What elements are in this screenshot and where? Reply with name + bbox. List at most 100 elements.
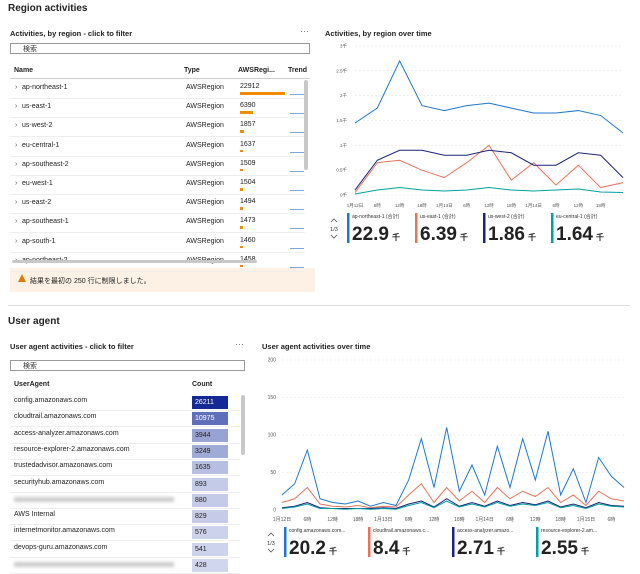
section-title: Region activities [8,3,88,14]
row-name: eu-central-1 [22,141,60,149]
column-header: Count [192,381,213,388]
row-rule [10,458,240,460]
count-cell [192,477,228,491]
count-cell [192,396,228,409]
row-name: eu-west-1 [22,180,53,187]
x-tick-label: 12時 [574,203,584,208]
y-tick-label: 150 [268,395,277,401]
row-name: resource-explorer-2.amazonaws.com [14,445,130,453]
row-value: 26211 [195,399,214,406]
legend-total: 1.86 千 [488,224,536,245]
row-type: AWSRegion [186,84,224,91]
legend-swatch [536,527,539,557]
value-bar [240,130,244,133]
column-header: UserAgent [14,381,50,388]
row-rule [10,491,240,493]
legend-swatch [452,527,455,557]
row-name: AWS Internal [14,511,55,519]
row-name: internetmonitor.amazonaws.com [14,527,115,535]
row-value: 1635 [195,464,211,472]
row-rule [10,213,305,215]
y-tick-label: 50 [270,470,276,476]
x-tick-label: 12時 [484,203,494,208]
y-tick-label: 1千 [340,142,348,149]
row-rule [10,442,240,444]
pager-down [267,548,275,553]
pager-indicator: 1/3 [330,227,338,233]
x-tick-label: 12時 [429,517,440,523]
row-rule [10,251,305,253]
chevron: › [15,84,18,91]
row-type: AWSRegion [186,199,224,207]
row-value: 880 [195,496,207,504]
chevron: › [15,141,18,149]
legend-swatch [483,213,486,243]
row-name: ap-southeast-2 [22,160,69,168]
legend-name: us-east-1 (合計) [420,213,456,220]
search-box[interactable]: 検索 [10,360,245,371]
legend-name: eu-central-1 (合計) [556,213,598,220]
trend-line [290,94,304,95]
value-bar [240,92,285,95]
search-box[interactable]: 検索 [10,43,310,54]
divider [8,305,630,306]
row-value: 428 [195,562,207,569]
series-line [354,149,624,191]
row-name: trustedadvisor.amazonaws.com [14,462,113,470]
legend-name: cloudtrail.amazonaws.c... [373,528,429,534]
menu-icon[interactable]: ··· [300,26,309,36]
legend-total: 2.55 千 [541,538,589,559]
value-bar [240,245,243,249]
x-tick-label: 6時 [607,517,615,523]
total-unit: 千 [329,546,337,556]
legend-swatch [415,213,418,243]
total-value: 1.64 [556,224,593,245]
pager-up [330,218,338,223]
row-type: AWSRegion [186,122,224,130]
chevron: › [15,218,18,226]
row-rule [10,426,240,428]
row-value: 3249 [195,447,211,455]
row-value: 1637 [240,140,256,148]
x-tick-label: 6時 [405,517,413,523]
row-name: us-west-2 [22,122,53,130]
row-value: 1458 [240,256,256,263]
trend-line [290,151,304,153]
menu-icon[interactable]: ··· [235,339,244,349]
trend-line [290,113,304,115]
row-rule [10,410,240,411]
trend-line [290,228,304,230]
trend-line [290,266,304,268]
row-name: us-east-1 [22,103,52,111]
x-tick-label: 1月12日 [347,203,364,209]
y-tick-label: 100 [268,433,277,439]
row-rule [10,507,240,509]
table-title: Activities, by region - click to filter [10,29,133,38]
row-rule [10,524,240,526]
value-bar [240,188,243,191]
row-value: 22912 [240,83,260,90]
scrollbar [304,80,308,170]
notice-text: 結果を最初の 250 行に制限しました。 [30,278,151,285]
row-rule [10,232,305,234]
column-header: AWSRegi... [238,67,275,74]
x-tick-label: 18時 [454,517,465,523]
row-value: 1494 [240,198,256,206]
blurred-name [14,496,174,502]
chart: 0 50 100 150 200 1月12日 6時 12時 18時 1月13日 6時 12時 18時 1月… [267,358,625,559]
count-cell [192,444,228,458]
row-value: 1857 [240,121,256,129]
count-cell [192,559,228,572]
legend-swatch [284,527,287,557]
legend-name: access-analyzer.amazo... [457,528,513,534]
x-tick-label: 1月12日 [273,517,291,523]
section-title: User agent [8,316,60,327]
x-tick-label: 6時 [506,517,514,523]
row-type: AWSRegion [186,218,224,226]
chevron: › [15,160,18,168]
row-rule [10,270,305,272]
chart-title: Activities, by region over time [325,29,432,38]
row-type: AWSRegion [186,160,224,168]
series-line [354,144,624,193]
count-cell [192,493,228,507]
